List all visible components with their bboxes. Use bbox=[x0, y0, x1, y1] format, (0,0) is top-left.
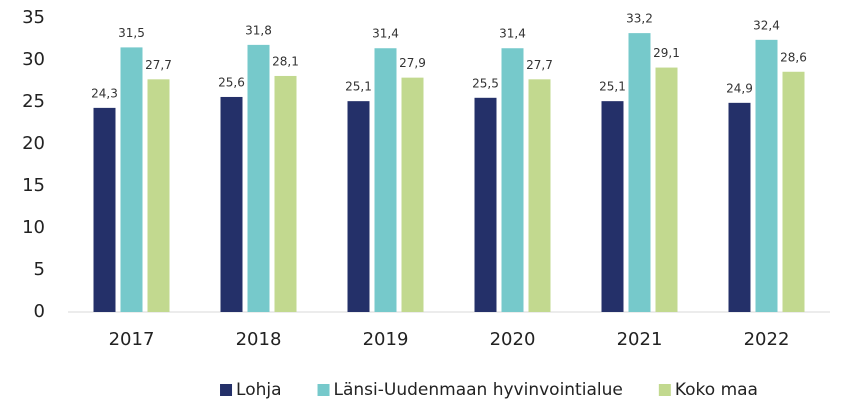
bar bbox=[655, 67, 678, 312]
bar bbox=[274, 75, 297, 313]
x-tick-label: 2017 bbox=[109, 329, 155, 350]
value-label: 33,2 bbox=[626, 12, 653, 26]
value-label: 25,5 bbox=[472, 76, 499, 90]
value-label: 31,8 bbox=[245, 23, 272, 37]
legend-swatch bbox=[317, 384, 330, 396]
value-label: 24,3 bbox=[91, 86, 118, 100]
bar bbox=[93, 107, 116, 312]
y-tick-label: 5 bbox=[34, 259, 45, 280]
value-label: 27,7 bbox=[145, 58, 172, 72]
legend-label: Länsi-Uudenmaan hyvinvointialue bbox=[334, 380, 623, 400]
bar bbox=[601, 101, 624, 312]
value-label: 25,6 bbox=[218, 75, 245, 89]
bar bbox=[401, 77, 424, 312]
bar bbox=[755, 39, 778, 313]
x-tick-label: 2018 bbox=[236, 329, 282, 350]
value-label: 27,7 bbox=[526, 58, 553, 72]
bar bbox=[728, 102, 751, 312]
bar bbox=[220, 96, 243, 313]
legend-label: Lohja bbox=[236, 380, 282, 400]
y-tick-label: 30 bbox=[22, 49, 45, 70]
value-label: 29,1 bbox=[653, 46, 680, 60]
value-label: 28,6 bbox=[780, 50, 807, 64]
bar bbox=[347, 101, 370, 312]
x-tick-label: 2021 bbox=[617, 329, 663, 350]
value-label: 31,4 bbox=[372, 27, 399, 41]
bar bbox=[247, 44, 270, 312]
value-label: 27,9 bbox=[399, 56, 426, 70]
legend-swatch bbox=[658, 384, 671, 396]
value-label: 28,1 bbox=[272, 54, 299, 68]
legend-label: Koko maa bbox=[675, 380, 758, 400]
y-tick-label: 15 bbox=[22, 175, 45, 196]
value-label: 25,1 bbox=[345, 80, 372, 94]
value-label: 31,4 bbox=[499, 27, 526, 41]
value-label: 25,1 bbox=[599, 80, 626, 94]
bar bbox=[782, 71, 805, 312]
bar bbox=[374, 48, 397, 313]
value-label: 31,5 bbox=[118, 26, 145, 40]
bar bbox=[120, 47, 143, 313]
value-label: 32,4 bbox=[753, 18, 780, 32]
y-tick-label: 25 bbox=[22, 91, 45, 112]
y-tick-label: 35 bbox=[22, 7, 45, 28]
y-tick-label: 10 bbox=[22, 217, 45, 238]
bar bbox=[528, 79, 551, 312]
bar bbox=[501, 48, 524, 313]
x-tick-label: 2022 bbox=[744, 329, 790, 350]
y-tick-label: 20 bbox=[22, 133, 45, 154]
x-tick-label: 2019 bbox=[363, 329, 409, 350]
y-tick-label: 0 bbox=[34, 301, 45, 322]
x-tick-label: 2020 bbox=[490, 329, 536, 350]
value-label: 24,9 bbox=[726, 81, 753, 95]
bar bbox=[474, 97, 497, 312]
legend-swatch bbox=[220, 384, 233, 396]
bar bbox=[147, 79, 170, 312]
bar bbox=[628, 33, 651, 313]
